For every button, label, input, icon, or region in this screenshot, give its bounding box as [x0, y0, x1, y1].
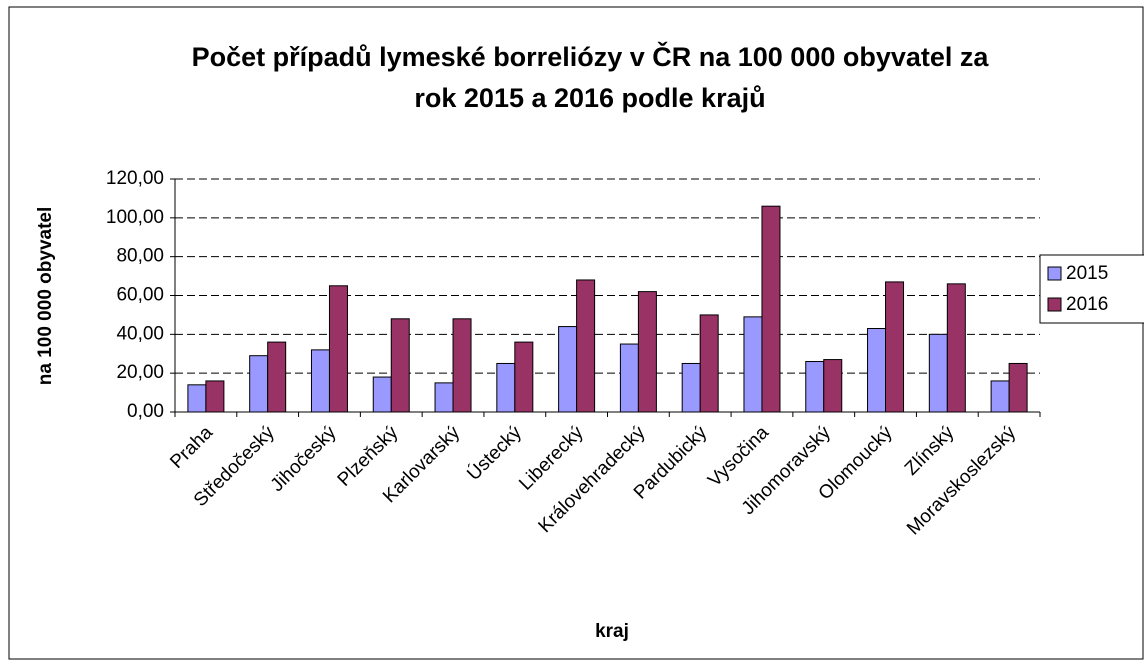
bar — [514, 341, 534, 413]
bar — [885, 281, 905, 413]
bar — [681, 362, 701, 413]
bar — [558, 326, 578, 413]
bar — [576, 279, 596, 413]
bar — [619, 343, 639, 413]
chart-title: Počet případů lymeské borreliózy v ČR na… — [192, 41, 990, 72]
x-axis-title: kraj — [595, 621, 629, 642]
bar — [328, 285, 348, 413]
bar — [990, 380, 1010, 413]
y-tick-label: 40,00 — [116, 323, 164, 344]
y-tick-label: 120,00 — [106, 168, 164, 189]
bar — [867, 328, 887, 413]
bar — [946, 283, 966, 413]
legend-swatch — [1047, 297, 1062, 312]
legend-label: 2015 — [1066, 263, 1108, 284]
y-tick-label: 20,00 — [116, 362, 164, 383]
y-tick-label: 100,00 — [106, 207, 164, 228]
bar — [743, 316, 763, 413]
bar — [205, 380, 225, 413]
bar — [1008, 362, 1028, 413]
legend-box — [1039, 254, 1144, 324]
bar — [187, 384, 207, 413]
bar — [372, 376, 392, 413]
legend-label: 2016 — [1066, 294, 1108, 315]
bar — [310, 349, 330, 413]
chart-title: rok 2015 a 2016 podle krajů — [414, 83, 765, 113]
bar — [390, 318, 410, 413]
bar — [434, 382, 454, 413]
bar — [267, 341, 287, 413]
y-tick-label: 0,00 — [127, 401, 164, 422]
bar — [823, 359, 843, 413]
bar — [761, 205, 781, 413]
bar — [249, 355, 269, 413]
bar — [496, 362, 516, 413]
bar — [452, 318, 472, 413]
y-tick-label: 80,00 — [116, 246, 164, 267]
bar — [928, 333, 948, 413]
legend-swatch — [1047, 266, 1062, 281]
y-axis-title: na 100 000 obyvatel — [35, 207, 56, 386]
bar — [699, 314, 719, 413]
bar — [637, 291, 657, 413]
y-tick-label: 60,00 — [116, 285, 164, 306]
bar — [805, 361, 825, 413]
